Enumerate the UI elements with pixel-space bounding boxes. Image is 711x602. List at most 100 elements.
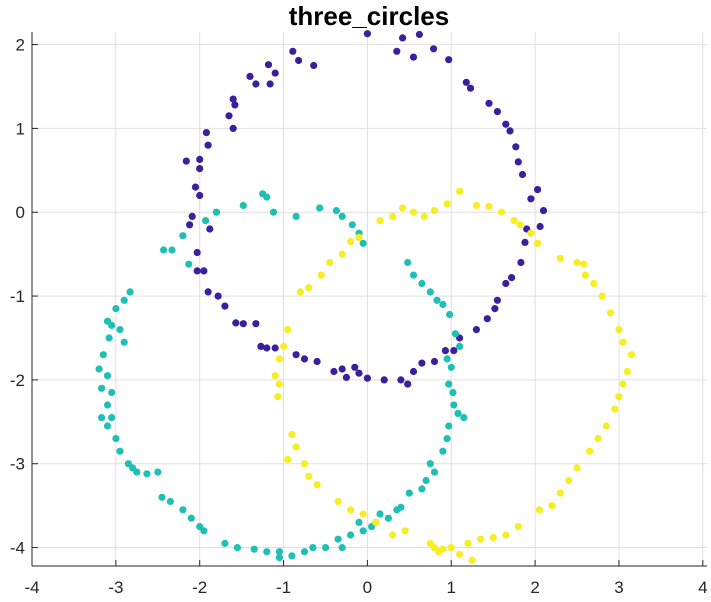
scatter-point-series-1 (493, 296, 501, 304)
scatter-point-series-3 (548, 502, 556, 510)
scatter-point-series-1 (310, 61, 318, 70)
scatter-point-series-2 (359, 527, 367, 535)
scatter-point-series-3 (305, 284, 313, 292)
scatter-point-series-2 (275, 548, 283, 556)
scatter-point-series-2 (103, 372, 112, 380)
scatter-point-series-2 (376, 510, 384, 518)
scatter-point-series-3 (556, 489, 564, 497)
scatter-point-series-1 (252, 80, 260, 88)
scatter-point-series-3 (359, 510, 367, 518)
scatter-point-series-2 (158, 493, 166, 501)
scatter-point-series-1 (502, 279, 510, 288)
scatter-point-series-1 (450, 347, 458, 355)
scatter-point-series-3 (516, 221, 524, 229)
scatter-point-series-1 (351, 363, 359, 371)
scatter-point-series-3 (477, 535, 485, 543)
scatter-point-series-1 (409, 53, 418, 61)
scatter-point-series-3 (271, 372, 279, 380)
scatter-point-series-1 (292, 351, 300, 359)
scatter-point-series-1 (206, 225, 214, 233)
scatter-point-series-3 (619, 380, 627, 388)
scatter-point-series-2 (275, 554, 283, 562)
scatter-point-series-1 (415, 30, 423, 39)
scatter-point-series-1 (186, 221, 194, 229)
scatter-point-series-1 (404, 380, 412, 388)
scatter-point-series-2 (98, 384, 106, 392)
scatter-point-series-2 (439, 447, 447, 455)
scatter-point-series-2 (99, 351, 107, 359)
scatter-point-series-1 (342, 373, 350, 381)
scatter-point-series-1 (229, 95, 237, 103)
scatter-point-series-2 (221, 539, 229, 548)
scatter-point-series-1 (409, 367, 418, 376)
scatter-point-series-2 (316, 204, 324, 212)
scatter-point-series-1 (485, 99, 493, 107)
scatter-point-series-2 (108, 388, 116, 397)
scatter-point-series-1 (231, 101, 239, 109)
scatter-point-series-1 (441, 347, 449, 355)
scatter-point-series-3 (326, 258, 334, 267)
scatter-point-series-1 (229, 124, 237, 132)
y-tick-label: 0 (16, 203, 25, 222)
scatter-point-series-3 (389, 212, 397, 220)
scatter-point-series-2 (116, 326, 124, 334)
scatter-point-series-3 (275, 355, 283, 363)
scatter-point-series-2 (179, 232, 187, 240)
scatter-point-series-2 (112, 435, 120, 443)
scatter-point-series-3 (447, 544, 455, 552)
scatter-point-series-3 (502, 531, 510, 539)
scatter-point-series-3 (611, 405, 619, 413)
x-tick-label: 2 (530, 578, 539, 597)
scatter-point-series-2 (404, 258, 412, 267)
scatter-point-series-2 (116, 447, 124, 455)
scatter-point-series-3 (274, 393, 282, 401)
scatter-point-series-3 (602, 422, 611, 430)
scatter-point-series-3 (472, 201, 480, 210)
scatter-point-series-3 (338, 250, 346, 258)
scatter-point-series-3 (534, 239, 542, 247)
scatter-point-series-1 (193, 248, 201, 257)
scatter-point-series-2 (446, 310, 454, 319)
scatter-point-series-3 (376, 217, 384, 225)
y-tick-label: -2 (10, 371, 25, 390)
scatter-point-series-3 (296, 288, 304, 296)
scatter-point-series-2 (160, 246, 168, 254)
scatter-point-series-1 (472, 326, 480, 334)
scatter-point-series-1 (232, 319, 240, 327)
scatter-point-series-2 (108, 321, 116, 329)
scatter-point-series-2 (250, 545, 258, 553)
scatter-point-series-2 (430, 468, 439, 476)
scatter-point-series-3 (280, 342, 288, 350)
scatter-point-series-1 (295, 56, 303, 65)
scatter-point-series-3 (275, 380, 283, 388)
scatter-point-series-1 (518, 170, 527, 179)
scatter-point-series-1 (202, 129, 210, 137)
scatter-point-series-2 (355, 518, 363, 527)
scatter-point-series-1 (257, 342, 265, 350)
scatter-point-series-3 (355, 233, 363, 241)
scatter-point-series-1 (493, 108, 501, 116)
scatter-point-series-1 (512, 143, 520, 151)
scatter-point-series-3 (607, 309, 615, 317)
scatter-point-series-2 (433, 296, 441, 304)
scatter-point-series-2 (393, 506, 401, 514)
scatter-point-series-3 (439, 545, 447, 553)
scatter-point-series-1 (252, 320, 260, 328)
scatter-point-series-3 (430, 544, 439, 552)
scatter-point-series-2 (449, 388, 457, 397)
scatter-point-series-2 (384, 514, 392, 522)
scatter-point-series-3 (615, 326, 623, 334)
scatter-point-series-3 (284, 455, 292, 464)
scatter-point-series-1 (508, 274, 516, 282)
scatter-point-series-3 (514, 523, 522, 531)
y-tick-label: -3 (10, 455, 25, 474)
x-tick-label: -1 (276, 578, 291, 597)
scatter-point-series-1 (225, 112, 233, 120)
data-points (95, 30, 636, 564)
scatter-point-series-2 (348, 221, 356, 229)
scatter-point-series-3 (401, 527, 409, 535)
scatter-point-series-3 (485, 202, 493, 210)
scatter-point-series-1 (466, 84, 475, 92)
scatter-point-series-2 (233, 544, 241, 552)
scatter-point-series-3 (598, 292, 606, 300)
